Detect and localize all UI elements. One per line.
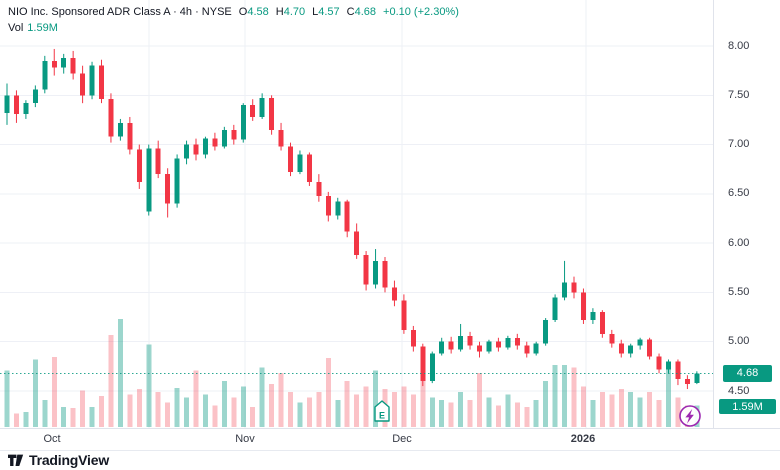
tradingview-logo-text: TradingView [29,452,110,468]
price-tick-label: 8.00 [728,39,750,52]
symbol-title[interactable]: NIO Inc. Sponsored ADR Class A · 4h · NY… [8,6,232,18]
earnings-marker[interactable]: E [374,400,390,422]
svg-text:E: E [379,411,385,421]
close-value: C4.68 [346,6,377,18]
price-tick-label: 7.00 [728,138,750,151]
price-axis[interactable]: 4.68 1.59M 8.00 7.50 7.00 6.50 6.00 5.50 5.00 4… [713,0,780,428]
volume-legend-label: Vol [8,22,24,34]
open-value: O4.58 [238,6,269,18]
volume-badge: 1.59M [719,399,776,414]
lightning-marker[interactable] [679,405,701,427]
tradingview-logo-icon [8,454,24,466]
time-tick-label: Oct [43,433,61,445]
time-tick-label: 2026 [570,433,596,445]
change-value: +0.10 (+2.30%) [383,6,459,18]
last-price-badge: 4.68 [723,364,772,382]
price-tick-label: 5.50 [728,285,750,298]
volume-legend-value: 1.59M [27,22,58,34]
price-tick-label: 4.50 [728,384,750,397]
time-axis[interactable]: Oct Nov Dec 2026 [0,428,780,451]
price-tick-label: 5.00 [728,335,750,348]
time-tick-label: Dec [392,433,412,445]
price-tick-label: 6.50 [728,187,750,200]
time-tick-label: Nov [235,433,255,445]
price-tick-label: 7.50 [728,88,750,101]
high-value: H4.70 [275,6,306,18]
tradingview-logo[interactable]: TradingView [8,452,109,468]
price-tick-label: 6.00 [728,236,750,249]
chart-legend: NIO Inc. Sponsored ADR Class A · 4h · NY… [8,5,459,36]
low-value: L4.57 [312,6,340,18]
